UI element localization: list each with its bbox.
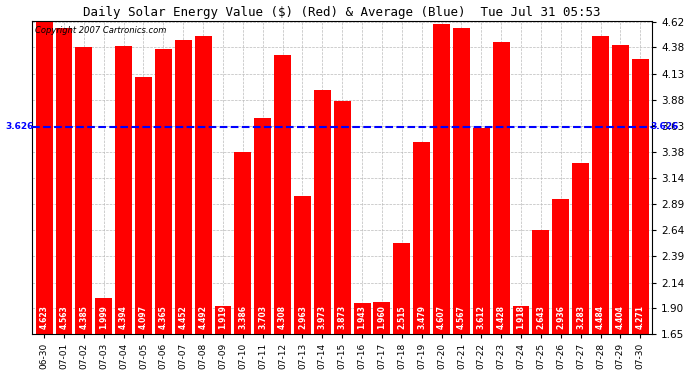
Text: 2.963: 2.963 bbox=[298, 305, 307, 329]
Text: 3.626: 3.626 bbox=[650, 122, 678, 131]
Bar bbox=[95, 297, 112, 334]
Text: 1.999: 1.999 bbox=[99, 305, 108, 329]
Bar bbox=[175, 40, 192, 334]
Text: 3.973: 3.973 bbox=[318, 305, 327, 329]
Bar bbox=[255, 118, 271, 334]
Bar bbox=[552, 199, 569, 334]
Bar bbox=[592, 36, 609, 334]
Text: 4.404: 4.404 bbox=[616, 305, 625, 329]
Text: 4.492: 4.492 bbox=[199, 305, 208, 329]
Text: 4.567: 4.567 bbox=[457, 305, 466, 329]
Bar bbox=[473, 128, 490, 334]
Text: 4.484: 4.484 bbox=[596, 305, 605, 329]
Bar bbox=[215, 306, 231, 334]
Bar bbox=[453, 28, 470, 334]
Text: 4.308: 4.308 bbox=[278, 305, 287, 329]
Bar bbox=[115, 46, 132, 334]
Bar bbox=[493, 42, 510, 334]
Text: Copyright 2007 Cartronics.com: Copyright 2007 Cartronics.com bbox=[35, 26, 167, 35]
Bar bbox=[632, 59, 649, 334]
Bar bbox=[572, 163, 589, 334]
Bar bbox=[413, 142, 430, 334]
Bar bbox=[36, 22, 52, 334]
Text: 3.703: 3.703 bbox=[258, 305, 267, 329]
Text: 4.385: 4.385 bbox=[79, 305, 88, 329]
Bar bbox=[373, 302, 391, 334]
Bar bbox=[533, 230, 549, 334]
Text: 4.097: 4.097 bbox=[139, 305, 148, 329]
Text: 4.271: 4.271 bbox=[635, 305, 644, 329]
Text: 3.626: 3.626 bbox=[6, 122, 34, 131]
Bar bbox=[274, 55, 291, 334]
Bar bbox=[195, 36, 212, 334]
Text: 4.607: 4.607 bbox=[437, 305, 446, 329]
Text: 1.943: 1.943 bbox=[357, 305, 366, 329]
Text: 3.612: 3.612 bbox=[477, 305, 486, 329]
Bar bbox=[56, 28, 72, 334]
Text: 3.386: 3.386 bbox=[238, 305, 247, 329]
Text: 4.563: 4.563 bbox=[59, 305, 68, 329]
Text: 1.918: 1.918 bbox=[517, 305, 526, 329]
Bar bbox=[314, 90, 331, 334]
Title: Daily Solar Energy Value ($) (Red) & Average (Blue)  Tue Jul 31 05:53: Daily Solar Energy Value ($) (Red) & Ave… bbox=[83, 6, 601, 18]
Text: 2.515: 2.515 bbox=[397, 305, 406, 329]
Text: 2.643: 2.643 bbox=[536, 305, 545, 329]
Bar bbox=[135, 77, 152, 334]
Bar bbox=[235, 152, 251, 334]
Bar bbox=[75, 47, 92, 334]
Text: 4.452: 4.452 bbox=[179, 305, 188, 329]
Bar bbox=[513, 306, 529, 334]
Text: 3.873: 3.873 bbox=[337, 305, 346, 329]
Text: 1.960: 1.960 bbox=[377, 305, 386, 329]
Bar bbox=[353, 303, 371, 334]
Bar bbox=[612, 45, 629, 334]
Text: 4.623: 4.623 bbox=[39, 305, 48, 329]
Bar bbox=[393, 243, 411, 334]
Bar bbox=[433, 24, 450, 334]
Text: 1.919: 1.919 bbox=[219, 305, 228, 329]
Text: 2.936: 2.936 bbox=[556, 305, 565, 329]
Text: 3.479: 3.479 bbox=[417, 305, 426, 329]
Bar bbox=[155, 49, 172, 334]
Text: 4.394: 4.394 bbox=[119, 305, 128, 329]
Bar bbox=[294, 196, 311, 334]
Text: 4.365: 4.365 bbox=[159, 305, 168, 329]
Text: 3.283: 3.283 bbox=[576, 305, 585, 329]
Text: 4.428: 4.428 bbox=[497, 305, 506, 329]
Bar bbox=[334, 100, 351, 334]
